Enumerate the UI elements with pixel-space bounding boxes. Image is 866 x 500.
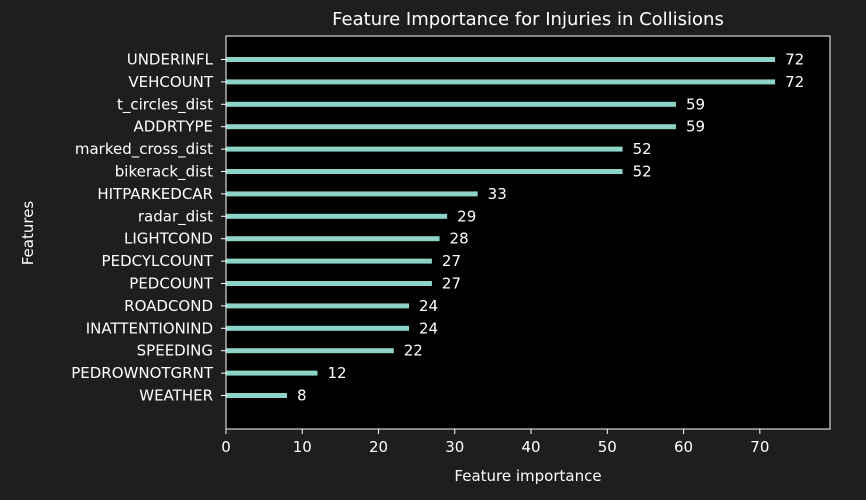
x-axis-label: Feature importance [454,467,601,485]
y-tick-label-pedcylcount: PEDCYLCOUNT [102,252,214,270]
bar-pedcount [226,281,432,286]
bar-radar-dist [226,213,448,219]
x-axis-ticks: 0 10 20 30 40 50 60 70 [221,429,769,456]
value-label-vehcount: 72 [785,73,804,91]
plot-area [226,36,830,429]
y-tick-label-speeding: SPEEDING [137,342,213,360]
x-tick-label-0: 0 [221,438,231,456]
value-label-radar-dist: 29 [457,207,476,225]
y-tick-label-t-circles-dist: t_circles_dist [117,95,213,114]
y-tick-label-inattentionind: INATTENTIONIND [86,319,213,337]
y-tick-label-pedrownotgrnt: PEDROWNOTGRNT [71,364,214,382]
bar-hitparkedcar [226,191,478,197]
y-tick-label-radar-dist: radar_dist [138,207,213,226]
y-tick-label-pedcount: PEDCOUNT [129,275,214,293]
x-tick-label-70: 70 [750,438,769,456]
x-tick-label-10: 10 [293,438,312,456]
value-label-lightcond: 28 [450,230,469,248]
value-label-bikerack-dist: 52 [633,163,652,181]
y-axis-ticks: UNDERINFL VEHCOUNT t_circles_dist ADDRTYPE m… [71,51,226,405]
value-label-pedcylcount: 27 [442,252,461,270]
y-tick-label-bikerack-dist: bikerack_dist [115,163,213,182]
x-tick-label-30: 30 [445,438,464,456]
bar-bikerack-dist [226,169,623,174]
x-tick-label-50: 50 [598,438,617,456]
bar-underinfl [226,57,776,62]
y-tick-label-lightcond: LIGHTCOND [124,230,213,248]
bar-inattentionind [226,325,410,331]
chart-title: Feature Importance for Injuries in Colli… [332,9,724,30]
y-tick-label-underinfl: UNDERINFL [127,51,214,69]
x-tick-label-40: 40 [522,438,541,456]
bars-group [226,57,776,398]
y-tick-label-vehcount: VEHCOUNT [128,73,213,91]
bar-marked-cross-dist [226,146,623,152]
y-axis-label: Features [19,201,37,266]
bar-t-circles-dist [226,101,676,107]
x-tick-label-60: 60 [674,438,693,456]
plot-frame [225,35,831,430]
value-label-pedrownotgrnt: 12 [328,364,347,382]
value-label-t-circles-dist: 59 [686,95,705,113]
bar-vehcount [226,79,776,85]
value-label-addrtype: 59 [686,118,705,136]
bar-weather [226,393,288,398]
bar-addrtype [226,124,676,130]
y-tick-label-roadcond: ROADCOND [124,297,213,315]
value-label-roadcond: 24 [419,297,438,315]
value-label-pedcount: 27 [442,275,461,293]
bar-pedcylcount [226,258,432,264]
bar-lightcond [226,236,440,242]
value-label-hitparkedcar: 33 [488,185,507,203]
y-tick-label-hitparkedcar: HITPARKEDCAR [97,185,213,203]
y-tick-label-weather: WEATHER [139,387,213,405]
value-label-underinfl: 72 [785,51,804,69]
x-tick-label-20: 20 [369,438,388,456]
bar-roadcond [226,303,410,309]
value-label-marked-cross-dist: 52 [633,140,652,158]
y-tick-label-addrtype: ADDRTYPE [133,118,213,136]
y-tick-label-marked-cross-dist: marked_cross_dist [75,140,213,159]
value-label-weather: 8 [297,387,307,405]
bar-pedrownotgrnt [226,370,318,376]
value-label-speeding: 22 [404,342,423,360]
value-label-inattentionind: 24 [419,319,438,337]
bar-speeding [226,348,394,354]
